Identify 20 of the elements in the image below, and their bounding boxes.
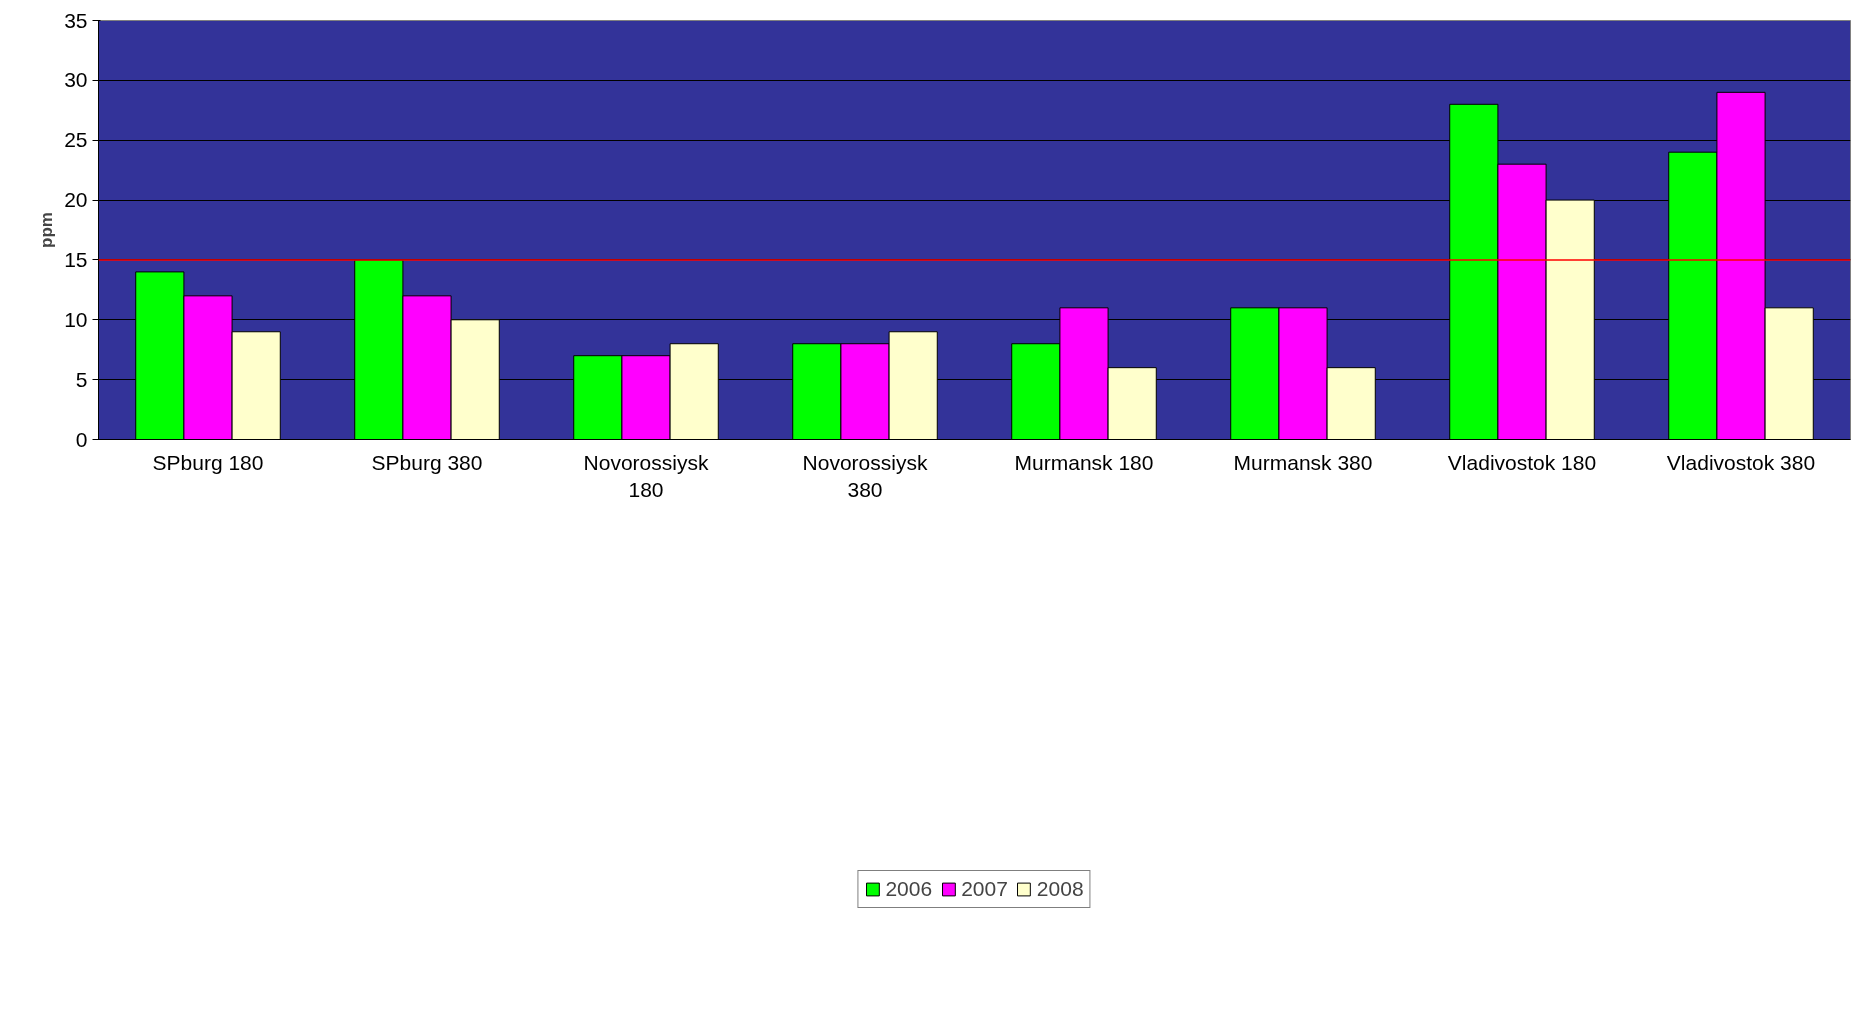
legend-label: 2007 <box>961 877 1008 901</box>
y-axis-title: ppm <box>37 212 57 248</box>
x-tick-label: SPburg 380 <box>371 450 483 474</box>
x-tick-label: Novorossiysk 180 <box>583 450 709 502</box>
y-tick-label: 10 <box>64 307 88 331</box>
x-tick-label: Vladivostok 380 <box>1666 450 1816 474</box>
x-tick-label: Murmansk 380 <box>1233 450 1373 474</box>
y-tick-label: 25 <box>64 128 88 152</box>
y-tick-label: 0 <box>75 427 88 451</box>
x-tick-label: Vladivostok 180 <box>1447 450 1597 474</box>
y-tick-label: 5 <box>75 367 88 391</box>
x-tick-label: Novorossiysk 380 <box>802 450 928 502</box>
y-tick-label: 15 <box>64 247 88 271</box>
x-tick-label: Murmansk 180 <box>1014 450 1154 474</box>
y-tick-label: 20 <box>64 188 88 212</box>
legend-label: 2006 <box>885 877 933 901</box>
x-tick-label: SPburg 180 <box>152 450 264 474</box>
y-tick-label: 35 <box>64 8 88 32</box>
legend-label: 2008 <box>1036 877 1084 901</box>
y-tick-label: 30 <box>64 68 88 92</box>
